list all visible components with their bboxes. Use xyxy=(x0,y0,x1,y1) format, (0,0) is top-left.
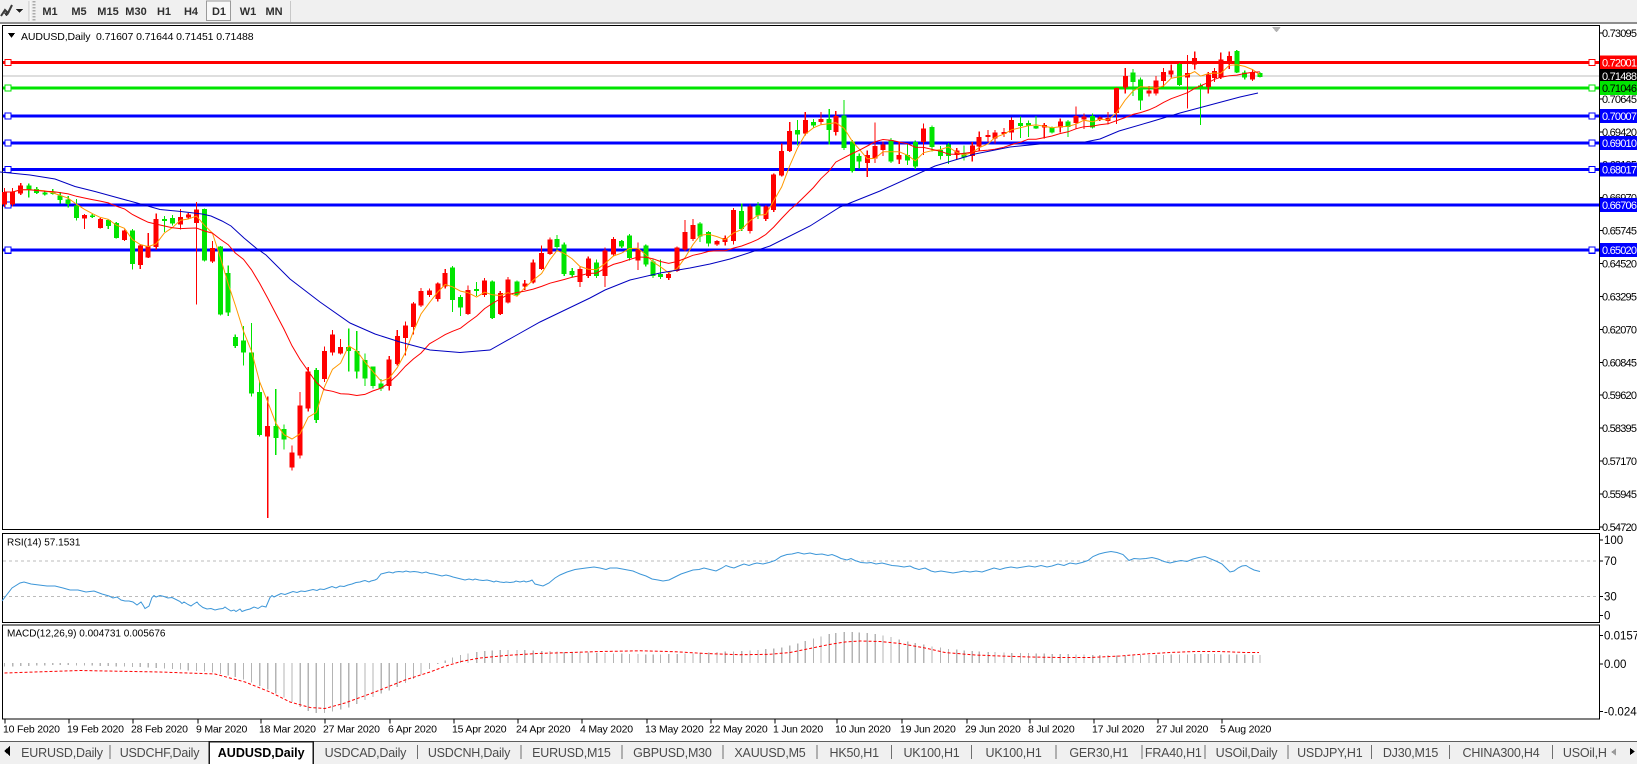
svg-text:10 Jun 2020: 10 Jun 2020 xyxy=(835,724,891,736)
svg-text:0.68017: 0.68017 xyxy=(1602,165,1637,177)
svg-text:0.66706: 0.66706 xyxy=(1602,200,1637,212)
svg-text:USOil,H: USOil,H xyxy=(1563,746,1607,760)
svg-text:0.63295: 0.63295 xyxy=(1602,291,1637,303)
svg-text:USDCAD,Daily: USDCAD,Daily xyxy=(325,746,408,760)
svg-text:AUDUSD,Daily: AUDUSD,Daily xyxy=(218,746,305,760)
svg-text:0.59620: 0.59620 xyxy=(1602,390,1637,402)
svg-text:0.72001: 0.72001 xyxy=(1602,57,1637,69)
svg-text:22 May 2020: 22 May 2020 xyxy=(709,724,768,736)
svg-text:0.71488: 0.71488 xyxy=(1602,71,1637,83)
svg-text:-0.024412: -0.024412 xyxy=(1604,706,1637,718)
svg-text:M15: M15 xyxy=(97,6,118,18)
svg-text:0.70645: 0.70645 xyxy=(1602,94,1637,106)
svg-text:19 Jun 2020: 19 Jun 2020 xyxy=(900,724,956,736)
svg-text:USDCNH,Daily: USDCNH,Daily xyxy=(428,746,511,760)
svg-text:0.62070: 0.62070 xyxy=(1602,324,1637,336)
svg-text:0.70007: 0.70007 xyxy=(1602,111,1637,123)
svg-text:27 Mar 2020: 27 Mar 2020 xyxy=(323,724,380,736)
svg-text:GER30,H1: GER30,H1 xyxy=(1069,746,1128,760)
svg-text:17 Jul 2020: 17 Jul 2020 xyxy=(1092,724,1144,736)
svg-text:19 Feb 2020: 19 Feb 2020 xyxy=(67,724,124,736)
svg-text:0.60845: 0.60845 xyxy=(1602,357,1637,369)
svg-text:10 Feb 2020: 10 Feb 2020 xyxy=(3,724,60,736)
svg-text:18 Mar 2020: 18 Mar 2020 xyxy=(259,724,316,736)
svg-text:MN: MN xyxy=(265,6,282,18)
svg-text:USDJPY,H1: USDJPY,H1 xyxy=(1297,746,1363,760)
svg-text:0.00: 0.00 xyxy=(1604,659,1626,671)
svg-text:UK100,H1: UK100,H1 xyxy=(903,746,959,760)
svg-text:RSI(14) 57.1531: RSI(14) 57.1531 xyxy=(7,538,81,549)
svg-text:D1: D1 xyxy=(212,6,226,18)
svg-text:5 Aug 2020: 5 Aug 2020 xyxy=(1220,724,1271,736)
svg-text:H1: H1 xyxy=(157,6,171,18)
svg-text:AUDUSD,Daily 0.71607 0.71644: AUDUSD,Daily 0.71607 0.71644 0.71451 0.7… xyxy=(21,31,254,43)
svg-text:0.64520: 0.64520 xyxy=(1602,259,1637,271)
svg-text:W1: W1 xyxy=(240,6,257,18)
svg-text:15 Apr 2020: 15 Apr 2020 xyxy=(452,724,507,736)
svg-text:6 Apr 2020: 6 Apr 2020 xyxy=(388,724,437,736)
svg-text:1 Jun 2020: 1 Jun 2020 xyxy=(773,724,823,736)
svg-text:M1: M1 xyxy=(42,6,57,18)
svg-text:13 May 2020: 13 May 2020 xyxy=(645,724,704,736)
svg-text:0.65745: 0.65745 xyxy=(1602,226,1637,238)
svg-text:9 Mar 2020: 9 Mar 2020 xyxy=(196,724,247,736)
svg-text:MACD(12,26,9) 0.004731 0.00567: MACD(12,26,9) 0.004731 0.005676 xyxy=(7,629,166,640)
svg-text:M5: M5 xyxy=(71,6,86,18)
svg-text:FRA40,H1: FRA40,H1 xyxy=(1145,746,1202,760)
svg-text:USOil,Daily: USOil,Daily xyxy=(1216,746,1279,760)
svg-text:GBPUSD,M30: GBPUSD,M30 xyxy=(633,746,712,760)
svg-text:0.69010: 0.69010 xyxy=(1602,138,1637,150)
svg-text:XAUUSD,M5: XAUUSD,M5 xyxy=(734,746,805,760)
svg-text:8 Jul 2020: 8 Jul 2020 xyxy=(1028,724,1075,736)
svg-text:CHINA300,H4: CHINA300,H4 xyxy=(1463,746,1540,760)
svg-text:0.73095: 0.73095 xyxy=(1602,28,1637,40)
svg-text:USDCHF,Daily: USDCHF,Daily xyxy=(120,746,201,760)
svg-text:DJ30,M15: DJ30,M15 xyxy=(1383,746,1439,760)
svg-text:30: 30 xyxy=(1604,592,1617,604)
svg-text:0.65020: 0.65020 xyxy=(1602,245,1637,257)
svg-text:EURUSD,Daily: EURUSD,Daily xyxy=(21,746,104,760)
svg-text:0: 0 xyxy=(1604,610,1610,622)
svg-text:UK100,H1: UK100,H1 xyxy=(986,746,1042,760)
svg-text:100: 100 xyxy=(1604,535,1623,547)
svg-text:70: 70 xyxy=(1604,556,1617,568)
svg-text:28 Feb 2020: 28 Feb 2020 xyxy=(131,724,188,736)
svg-text:27 Jul 2020: 27 Jul 2020 xyxy=(1156,724,1208,736)
svg-text:4 May 2020: 4 May 2020 xyxy=(580,724,633,736)
svg-text:24 Apr 2020: 24 Apr 2020 xyxy=(516,724,571,736)
svg-text:0.71046: 0.71046 xyxy=(1602,83,1637,95)
svg-text:H4: H4 xyxy=(184,6,199,18)
svg-text:0.54720: 0.54720 xyxy=(1602,522,1637,534)
svg-text:EURUSD,M15: EURUSD,M15 xyxy=(532,746,611,760)
svg-text:0.55945: 0.55945 xyxy=(1602,489,1637,501)
svg-text:0.015741: 0.015741 xyxy=(1604,631,1637,643)
svg-text:0.57170: 0.57170 xyxy=(1602,456,1637,468)
svg-text:0.58395: 0.58395 xyxy=(1602,423,1637,435)
svg-text:M30: M30 xyxy=(125,6,146,18)
svg-text:29 Jun 2020: 29 Jun 2020 xyxy=(965,724,1021,736)
svg-text:HK50,H1: HK50,H1 xyxy=(830,746,880,760)
